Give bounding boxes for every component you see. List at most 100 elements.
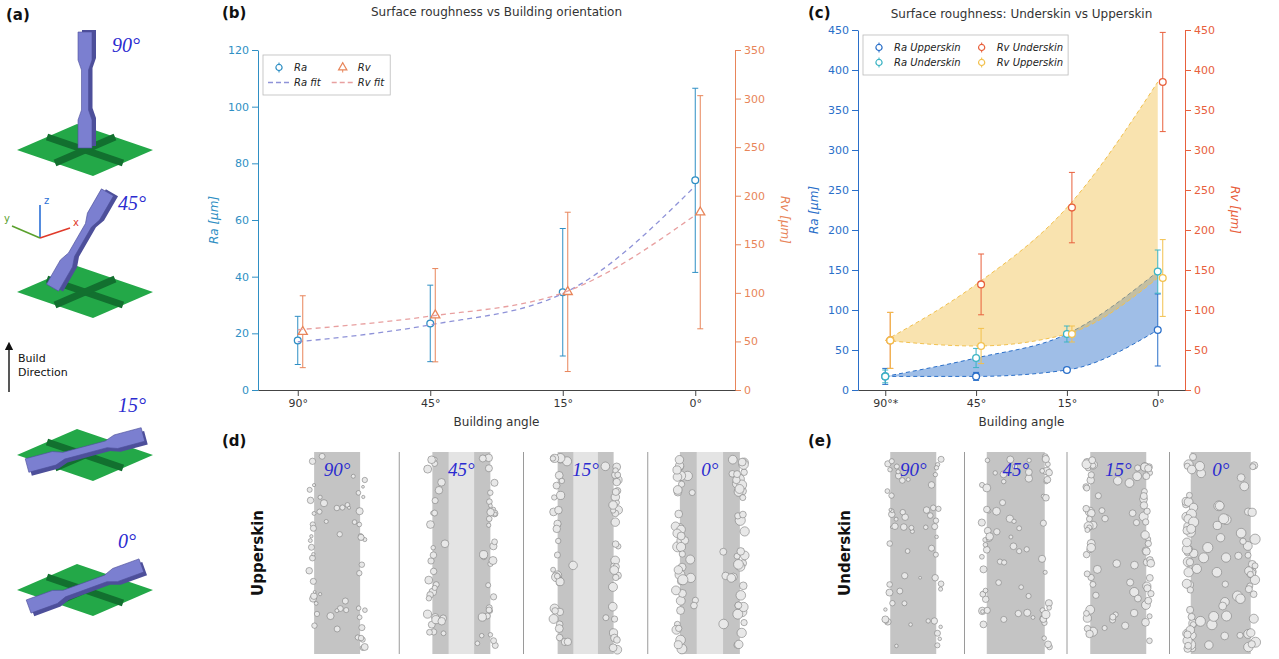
error-cap	[295, 364, 301, 365]
particle	[1143, 548, 1151, 556]
legend-item: Rv	[339, 62, 372, 73]
particle	[738, 458, 746, 466]
marker	[692, 177, 699, 184]
particle	[675, 510, 683, 518]
particle	[1245, 552, 1251, 558]
tick-label: 350	[1194, 104, 1215, 117]
error-cap	[432, 268, 438, 269]
tick: 80	[235, 157, 258, 170]
coord-axis-label: y	[4, 213, 10, 224]
legend-marker	[276, 64, 282, 70]
y-axis: 050100150200250300350400450	[828, 24, 859, 397]
particle	[1186, 492, 1192, 498]
x-axis-title: Building angle	[454, 415, 540, 429]
marker	[973, 373, 980, 380]
tick-label: 60	[235, 214, 249, 227]
particle	[734, 560, 744, 570]
particle	[318, 495, 322, 499]
tick-mark	[852, 190, 858, 191]
legend-label: Ra Underskin	[894, 57, 961, 68]
error-cap	[882, 370, 888, 371]
particle	[308, 544, 314, 550]
particle	[357, 570, 362, 575]
tick-label: 50	[744, 335, 758, 348]
particle	[555, 538, 560, 543]
angle-label: 90°	[900, 459, 927, 480]
legend-marker	[979, 59, 985, 65]
tick-mark	[1185, 190, 1191, 191]
tick: 0	[842, 384, 858, 397]
orientation-label: 0°	[118, 530, 136, 552]
marker	[1154, 268, 1161, 275]
panel-letter: (c)	[808, 4, 831, 22]
build-diagram: 90°45°15°0°zyxBuildDirection	[4, 30, 153, 617]
surface-strip	[314, 452, 360, 654]
particle	[890, 600, 895, 605]
particle	[887, 541, 893, 547]
particle	[932, 524, 938, 530]
tick-label: 400	[828, 64, 849, 77]
tick: 100	[1185, 304, 1215, 317]
particle	[735, 602, 742, 609]
particle	[1187, 524, 1196, 533]
tick-label: 300	[828, 144, 849, 157]
build-plate	[17, 266, 153, 318]
particle	[1219, 602, 1227, 610]
coord-axis	[12, 226, 40, 238]
particle	[488, 633, 492, 637]
particle	[486, 583, 491, 588]
particle	[889, 493, 894, 498]
error-cap	[560, 356, 566, 357]
particle	[1143, 519, 1149, 525]
particle	[601, 462, 610, 471]
marker	[1064, 367, 1071, 374]
error-cap	[697, 328, 703, 329]
error-cap	[978, 328, 984, 329]
panel-letter: (a)	[6, 6, 30, 24]
particle	[358, 534, 364, 540]
particle	[1044, 476, 1051, 483]
particle	[1122, 622, 1129, 629]
specimen	[78, 30, 96, 148]
particle	[720, 548, 727, 555]
particle	[931, 618, 937, 624]
particle	[480, 551, 488, 559]
particle	[1042, 610, 1050, 618]
particle	[1140, 493, 1147, 500]
tick: 400	[1185, 64, 1215, 77]
particle	[1237, 474, 1245, 482]
particle	[719, 619, 729, 629]
error-cap	[1069, 172, 1075, 173]
surface-strip	[987, 452, 1045, 654]
particle	[1130, 609, 1137, 616]
tick: 45°	[967, 390, 987, 410]
tick-mark	[735, 99, 741, 100]
particle	[676, 596, 685, 605]
particle	[1146, 574, 1153, 581]
particle	[1102, 515, 1108, 521]
particle	[311, 593, 318, 600]
particle	[490, 594, 496, 600]
x-axis: 90°45°15°0°	[259, 390, 736, 410]
particle	[553, 525, 560, 532]
particle	[491, 479, 498, 486]
particle	[1147, 559, 1155, 567]
particle	[986, 533, 994, 541]
tick: 200	[828, 224, 858, 237]
particle	[1084, 571, 1090, 577]
legend-sample	[268, 82, 290, 83]
marker	[1154, 327, 1161, 334]
particle	[1140, 502, 1147, 509]
tick: 400	[828, 64, 858, 77]
particle	[362, 485, 365, 488]
tick: 100	[228, 101, 258, 114]
particle	[489, 504, 493, 508]
error-cap	[887, 368, 893, 369]
angle-label: 15°	[572, 459, 599, 480]
particle	[334, 626, 340, 632]
separator	[1067, 452, 1068, 654]
particle	[1247, 629, 1255, 637]
tick-mark	[252, 277, 258, 278]
particle	[1214, 501, 1224, 511]
particle	[1188, 613, 1195, 620]
